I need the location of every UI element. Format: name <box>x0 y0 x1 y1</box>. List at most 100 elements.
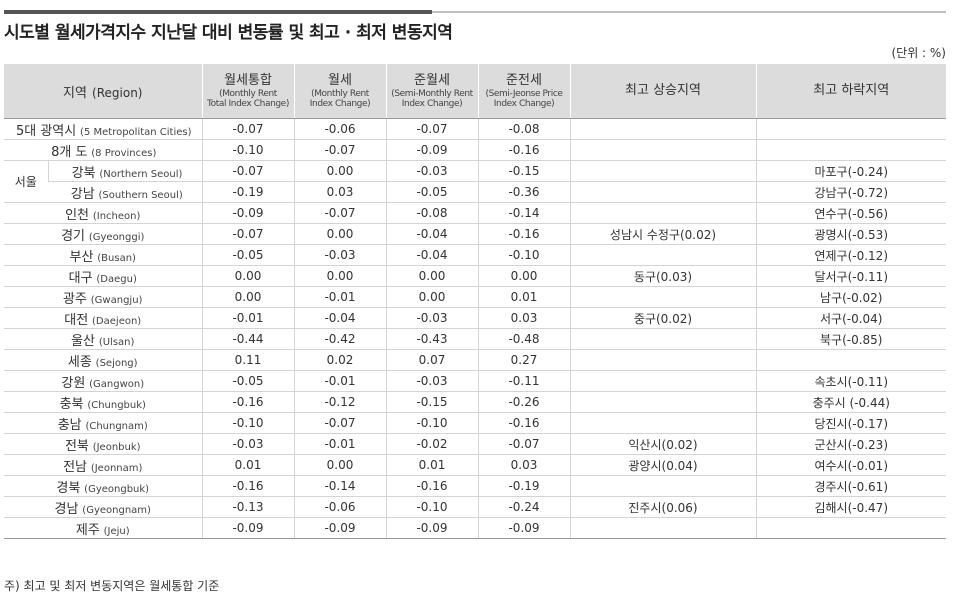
region-cell: 대전 (Daejeon) <box>4 307 202 329</box>
region-cell: 경기 (Gyeonggi) <box>4 223 202 245</box>
region-cell: 전북 (Jeonbuk) <box>4 433 202 455</box>
top-rise-region: 익산시(0.02) <box>569 433 756 455</box>
table-row: 충북 (Chungbuk) -0.16 -0.12 -0.15 -0.26 충주시 (-0… <box>4 391 946 413</box>
total-value: -0.44 <box>201 328 294 350</box>
semimonthly-value: -0.16 <box>385 475 478 497</box>
region-name-en: (Jeju) <box>103 525 130 537</box>
table-row: 경북 (Gyeongbuk) -0.16 -0.14 -0.16 -0.19 경주시(-0… <box>4 475 946 497</box>
region-name-ko: 세종 <box>67 354 92 370</box>
table-row: 경기 (Gyeonggi) -0.07 0.00 -0.04 -0.16 성남시 수정구(… <box>4 223 946 245</box>
semimonthly-value: 0.00 <box>385 286 478 308</box>
monthly-value: -0.09 <box>293 517 386 539</box>
unit-label: (단위 : %) <box>891 46 946 60</box>
total-value: -0.09 <box>201 517 294 539</box>
region-cell: 대구 (Daegu) <box>4 265 202 287</box>
table-row: 부산 (Busan) -0.05 -0.03 -0.04 -0.10 연제구(-0.12) <box>4 244 946 266</box>
table-row: 경남 (Gyeongnam) -0.13 -0.06 -0.10 -0.24 진주시(0.… <box>4 496 946 518</box>
semimonthly-value: -0.08 <box>385 202 478 224</box>
semijeonse-value: -0.08 <box>477 118 570 140</box>
top-fall-region: 북구(-0.85) <box>755 328 946 350</box>
top-rise-region <box>569 181 756 203</box>
region-cell: 충남 (Chungnam) <box>4 412 202 434</box>
semimonthly-value: -0.04 <box>385 223 478 245</box>
region-name-en: (Northern Seoul) <box>99 168 183 180</box>
region-name-en: (Chungnam) <box>85 420 148 432</box>
top-rise-region <box>569 139 756 161</box>
title-rule <box>432 11 946 13</box>
monthly-value: -0.01 <box>293 370 386 392</box>
table-row: 대전 (Daejeon) -0.01 -0.04 -0.03 0.03 중구(0.02) 서… <box>4 307 946 329</box>
monthly-value: -0.01 <box>293 433 386 455</box>
total-value: 0.11 <box>201 349 294 371</box>
semijeonse-value: -0.16 <box>477 139 570 161</box>
total-value: -0.19 <box>201 181 294 203</box>
region-cell: 울산 (Ulsan) <box>4 328 202 350</box>
region-name-en: (Gyeongnam) <box>82 504 151 516</box>
semimonthly-value: -0.09 <box>385 517 478 539</box>
region-cell: 경남 (Gyeongnam) <box>4 496 202 518</box>
region-name-ko: 전남 <box>63 459 87 475</box>
top-fall-region <box>755 349 946 371</box>
header-monthly: 월세 (Monthly Rent Index Change) <box>293 64 386 119</box>
top-rise-region: 중구(0.02) <box>569 307 756 329</box>
semijeonse-value: -0.07 <box>477 433 570 455</box>
semimonthly-value: -0.10 <box>385 496 478 518</box>
semijeonse-value: -0.14 <box>477 202 570 224</box>
region-cell: 8개 도 (8 Provinces) <box>4 139 202 161</box>
top-rise-region: 동구(0.03) <box>569 265 756 287</box>
table-row: 세종 (Sejong) 0.11 0.02 0.07 0.27 <box>4 349 946 371</box>
title-accent-bar <box>4 10 432 14</box>
region-cell: 강남 (Southern Seoul) <box>48 181 202 203</box>
semijeonse-value: 0.01 <box>477 286 570 308</box>
region-name-ko: 전북 <box>64 438 89 454</box>
top-rise-region <box>569 517 756 539</box>
semijeonse-value: -0.48 <box>477 328 570 350</box>
header-semijeonse: 준전세 (Semi-Jeonse Price Index Change) <box>477 64 570 119</box>
semijeonse-value: -0.16 <box>477 223 570 245</box>
table-row: 8개 도 (8 Provinces) -0.10 -0.07 -0.09 -0.16 <box>4 139 946 161</box>
region-name-ko: 인천 <box>65 207 90 223</box>
monthly-value: 0.00 <box>293 223 386 245</box>
total-value: -0.16 <box>201 391 294 413</box>
region-name-en: (Southern Seoul) <box>98 189 183 201</box>
top-rise-region: 성남시 수정구(0.02) <box>569 223 756 245</box>
total-value: -0.10 <box>201 139 294 161</box>
table-row: 전북 (Jeonbuk) -0.03 -0.01 -0.02 -0.07 익산시(0.02… <box>4 433 946 455</box>
region-name-en: (5 Metropolitan Cities) <box>80 126 192 138</box>
region-cell: 세종 (Sejong) <box>4 349 202 371</box>
top-fall-region <box>755 517 946 539</box>
top-rise-region: 진주시(0.06) <box>569 496 756 518</box>
region-cell: 충북 (Chungbuk) <box>4 391 202 413</box>
monthly-value: -0.07 <box>293 139 386 161</box>
total-value: 0.00 <box>201 265 294 287</box>
semijeonse-value: -0.19 <box>477 475 570 497</box>
top-rise-region <box>569 160 756 182</box>
region-name-en: (Gyeonggi) <box>88 231 145 243</box>
semimonthly-value: -0.10 <box>385 412 478 434</box>
table-row: 인천 (Incheon) -0.09 -0.07 -0.08 -0.14 연수구(-0.5… <box>4 202 946 224</box>
page-title: 시도별 월세가격지수 지난달 대비 변동률 및 최고 · 최저 변동지역 <box>4 23 453 43</box>
semijeonse-value: 0.00 <box>477 265 570 287</box>
total-value: -0.07 <box>201 160 294 182</box>
monthly-value: -0.07 <box>293 202 386 224</box>
top-rise-region <box>569 328 756 350</box>
semijeonse-value: -0.26 <box>477 391 570 413</box>
region-cell: 경북 (Gyeongbuk) <box>4 475 202 497</box>
region-name-en: (Daejeon) <box>92 315 142 327</box>
top-fall-region <box>755 139 946 161</box>
total-value: -0.05 <box>201 370 294 392</box>
footnote: 주) 최고 및 최저 변동지역은 월세통합 기준 <box>4 579 220 593</box>
semimonthly-value: 0.00 <box>385 265 478 287</box>
rent-index-table: 지역 (Region) 월세통합 (Monthly Rent Total Ind… <box>4 64 946 539</box>
header-top-fall: 최고 하락지역 <box>755 64 946 119</box>
semimonthly-value: -0.02 <box>385 433 478 455</box>
monthly-value: 0.00 <box>293 160 386 182</box>
table-header-row: 지역 (Region) 월세통합 (Monthly Rent Total Ind… <box>4 64 946 119</box>
region-name-en: (Gyeongbuk) <box>84 483 150 495</box>
top-fall-region: 김해시(-0.47) <box>755 496 946 518</box>
table-row: 대구 (Daegu) 0.00 0.00 0.00 0.00 동구(0.03) 달서구(-0… <box>4 265 946 287</box>
top-fall-region: 당진시(-0.17) <box>755 412 946 434</box>
monthly-value: -0.07 <box>293 412 386 434</box>
table-row: 제주 (Jeju) -0.09 -0.09 -0.09 -0.09 <box>4 517 946 539</box>
region-name-ko: 부산 <box>69 249 94 265</box>
